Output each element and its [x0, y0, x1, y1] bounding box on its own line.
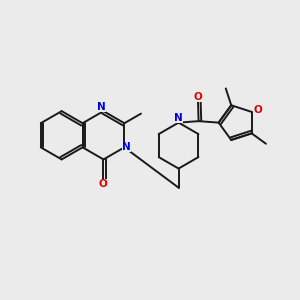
- Text: O: O: [98, 179, 107, 189]
- Text: N: N: [122, 142, 130, 152]
- Text: O: O: [254, 105, 262, 116]
- Text: O: O: [194, 92, 202, 102]
- Text: N: N: [174, 112, 183, 123]
- Text: N: N: [97, 102, 106, 112]
